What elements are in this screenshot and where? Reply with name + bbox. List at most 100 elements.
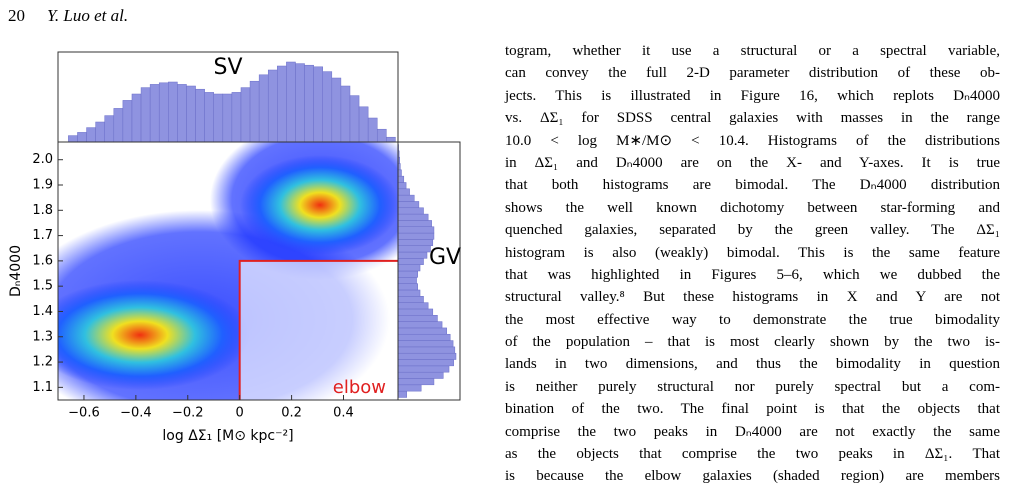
- text-column: togram, whether it use a structural or a…: [505, 40, 1000, 488]
- hist-bar: [397, 378, 435, 386]
- hist-bar: [104, 115, 115, 143]
- hist-bar: [397, 194, 415, 202]
- hist-bar: [258, 74, 269, 143]
- authors: Y. Luo et al.: [47, 6, 129, 25]
- text-line: as the objects that comprise the two pea…: [505, 446, 1000, 463]
- hist-bar: [131, 93, 142, 143]
- y-tick-label: 1.5: [32, 279, 53, 294]
- text-line: that was highlighted in Figures 5–6, whi…: [505, 266, 1000, 283]
- text-line: the most effective way to demonstrate th…: [505, 311, 1000, 328]
- x-tick-label: −0.4: [120, 406, 152, 421]
- hist-bar: [213, 93, 224, 143]
- hist-bar: [222, 93, 233, 143]
- hist-bar: [68, 135, 78, 143]
- hist-bar: [397, 371, 444, 379]
- hist-bar: [249, 80, 260, 143]
- header: 20 Y. Luo et al.: [8, 6, 128, 26]
- text-line: that both histograms are bimodal. The Dₙ…: [505, 177, 1000, 194]
- hist-bar: [397, 232, 435, 240]
- hist-bar: [397, 201, 420, 209]
- x-tick-label: 0: [236, 406, 244, 421]
- hist-bar: [397, 346, 456, 354]
- hist-bar: [340, 85, 351, 143]
- elbow-shade: [239, 260, 398, 400]
- text-line: is neither purely structural nor purely …: [505, 378, 1000, 395]
- text-line: comprise the two peaks in Dₙ4000 are not…: [505, 423, 1000, 440]
- hist-bar: [177, 84, 187, 143]
- text-line: togram, whether it use a structural or a…: [505, 43, 1000, 59]
- hist-bar: [397, 327, 447, 335]
- x-tick-label: 0.2: [281, 406, 302, 421]
- hist-bar: [397, 296, 424, 303]
- hist-bar: [240, 87, 251, 143]
- hist-bar: [397, 289, 421, 297]
- hist-bar: [204, 92, 214, 143]
- hist-bar: [158, 82, 169, 143]
- hist-bar: [267, 69, 278, 143]
- text-line: 10.0 < log M∗/M⊙ < 10.4. Histograms of t…: [505, 132, 1000, 149]
- text-line: shows the well known dichotomy between s…: [505, 199, 1000, 216]
- hist-bar: [397, 188, 410, 196]
- hist-bar: [397, 365, 450, 373]
- y-tick-label: 1.7: [32, 228, 53, 243]
- x-tick-label: 0.4: [333, 406, 354, 421]
- hist-bar: [397, 315, 438, 322]
- hist-bar: [397, 283, 418, 291]
- hist-bar: [358, 106, 369, 143]
- hist-bar: [397, 182, 407, 190]
- x-tick-label: −0.6: [68, 406, 100, 421]
- hist-bar: [386, 136, 396, 143]
- right-panel-frame: [397, 141, 461, 401]
- hist-bar: [367, 117, 378, 143]
- hist-bar: [397, 352, 457, 360]
- hist-bar: [397, 277, 417, 284]
- text-line: lands in two dimensions, and thus the bi…: [505, 356, 1000, 373]
- hist-bar: [397, 207, 424, 215]
- x-axis-label: log ΔΣ₁ [M⊙ kpc⁻²]: [162, 428, 293, 444]
- hist-bar: [376, 128, 387, 143]
- density-map: [58, 142, 398, 400]
- hist-bar: [322, 71, 333, 143]
- hist-bar: [397, 213, 429, 221]
- hist-bar: [113, 108, 124, 143]
- text-line: histogram is also (weakly) bimodal. This…: [505, 244, 1000, 261]
- hist-bar: [77, 132, 87, 143]
- hist-bar: [304, 64, 314, 143]
- hist-bar: [186, 85, 196, 143]
- text-line: in ΔΣ₁ and Dₙ4000 are on the X- and Y-ax…: [505, 154, 1000, 171]
- hist-bar: [349, 95, 360, 143]
- elbow-box: [238, 259, 398, 400]
- hist-bar: [149, 84, 160, 143]
- y-tick-label: 1.8: [32, 203, 53, 218]
- figure: elbow SV GV −0.6 −0.4 −0.2 0 0.2 0.4 1.1 1.2 1.3 1.4…: [8, 51, 461, 444]
- hist-bar: [95, 121, 105, 143]
- y-axis-label: Dₙ4000: [8, 245, 24, 297]
- hist-bar: [397, 321, 443, 329]
- text-line: can convey the full 2-D parameter distri…: [505, 65, 1000, 82]
- panel-label: GV: [429, 245, 461, 270]
- x-tick-label: −0.2: [172, 406, 204, 421]
- hist-bar: [397, 264, 421, 272]
- hist-bar: [122, 100, 133, 143]
- hist-bar: [313, 66, 323, 143]
- hist-bar: [397, 270, 418, 278]
- hist-bar: [140, 87, 151, 143]
- hist-bar: [331, 77, 342, 143]
- y-tick-label: 1.4: [32, 304, 53, 319]
- hist-bar: [397, 340, 454, 348]
- hist-bar: [397, 384, 422, 392]
- hist-bar: [286, 61, 296, 143]
- hist-bar: [397, 333, 451, 341]
- y-tick-label: 2.0: [32, 152, 53, 167]
- text-line: quenched galaxies, separated by the gree…: [505, 222, 1000, 239]
- hist-bar: [295, 63, 305, 143]
- hist-bar: [397, 359, 454, 367]
- hist-bar: [397, 169, 402, 177]
- hist-bar: [397, 390, 407, 398]
- hist-bar: [195, 88, 205, 143]
- hist-bar: [397, 251, 428, 259]
- hist-bar: [397, 308, 434, 316]
- hist-bar: [397, 220, 432, 227]
- y-tick-label: 1.1: [32, 380, 53, 395]
